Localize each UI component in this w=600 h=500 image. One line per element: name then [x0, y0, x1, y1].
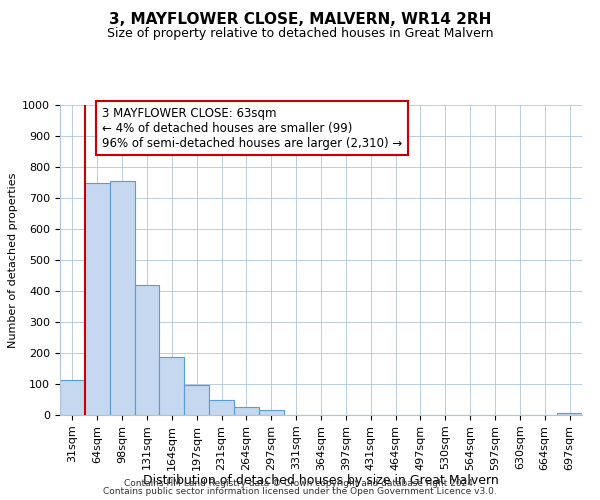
- Bar: [160, 356, 184, 415]
- Bar: [234, 406, 259, 415]
- Text: 3 MAYFLOWER CLOSE: 63sqm
← 4% of detached houses are smaller (99)
96% of semi-de: 3 MAYFLOWER CLOSE: 63sqm ← 4% of detache…: [102, 106, 402, 150]
- Bar: [184, 385, 209, 415]
- Bar: [60, 380, 85, 415]
- Bar: [110, 181, 134, 415]
- Bar: [209, 400, 234, 415]
- X-axis label: Distribution of detached houses by size in Great Malvern: Distribution of detached houses by size …: [143, 474, 499, 487]
- Text: 3, MAYFLOWER CLOSE, MALVERN, WR14 2RH: 3, MAYFLOWER CLOSE, MALVERN, WR14 2RH: [109, 12, 491, 28]
- Text: Contains HM Land Registry data © Crown copyright and database right 2024.: Contains HM Land Registry data © Crown c…: [124, 478, 476, 488]
- Bar: [134, 285, 160, 415]
- Bar: [557, 414, 582, 415]
- Bar: [85, 183, 110, 415]
- Bar: [259, 410, 284, 415]
- Text: Contains public sector information licensed under the Open Government Licence v3: Contains public sector information licen…: [103, 487, 497, 496]
- Y-axis label: Number of detached properties: Number of detached properties: [8, 172, 18, 348]
- Text: Size of property relative to detached houses in Great Malvern: Size of property relative to detached ho…: [107, 28, 493, 40]
